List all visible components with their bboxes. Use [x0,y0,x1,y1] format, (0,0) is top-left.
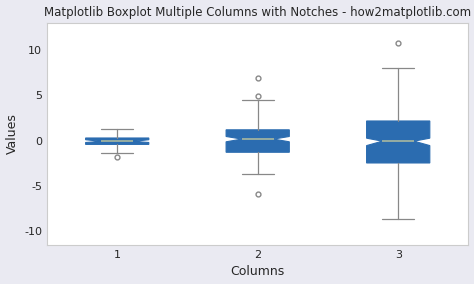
Y-axis label: Values: Values [6,113,18,154]
PathPatch shape [86,138,149,144]
PathPatch shape [226,130,289,152]
PathPatch shape [366,121,430,163]
X-axis label: Columns: Columns [230,266,285,278]
Title: Matplotlib Boxplot Multiple Columns with Notches - how2matplotlib.com: Matplotlib Boxplot Multiple Columns with… [44,6,471,18]
